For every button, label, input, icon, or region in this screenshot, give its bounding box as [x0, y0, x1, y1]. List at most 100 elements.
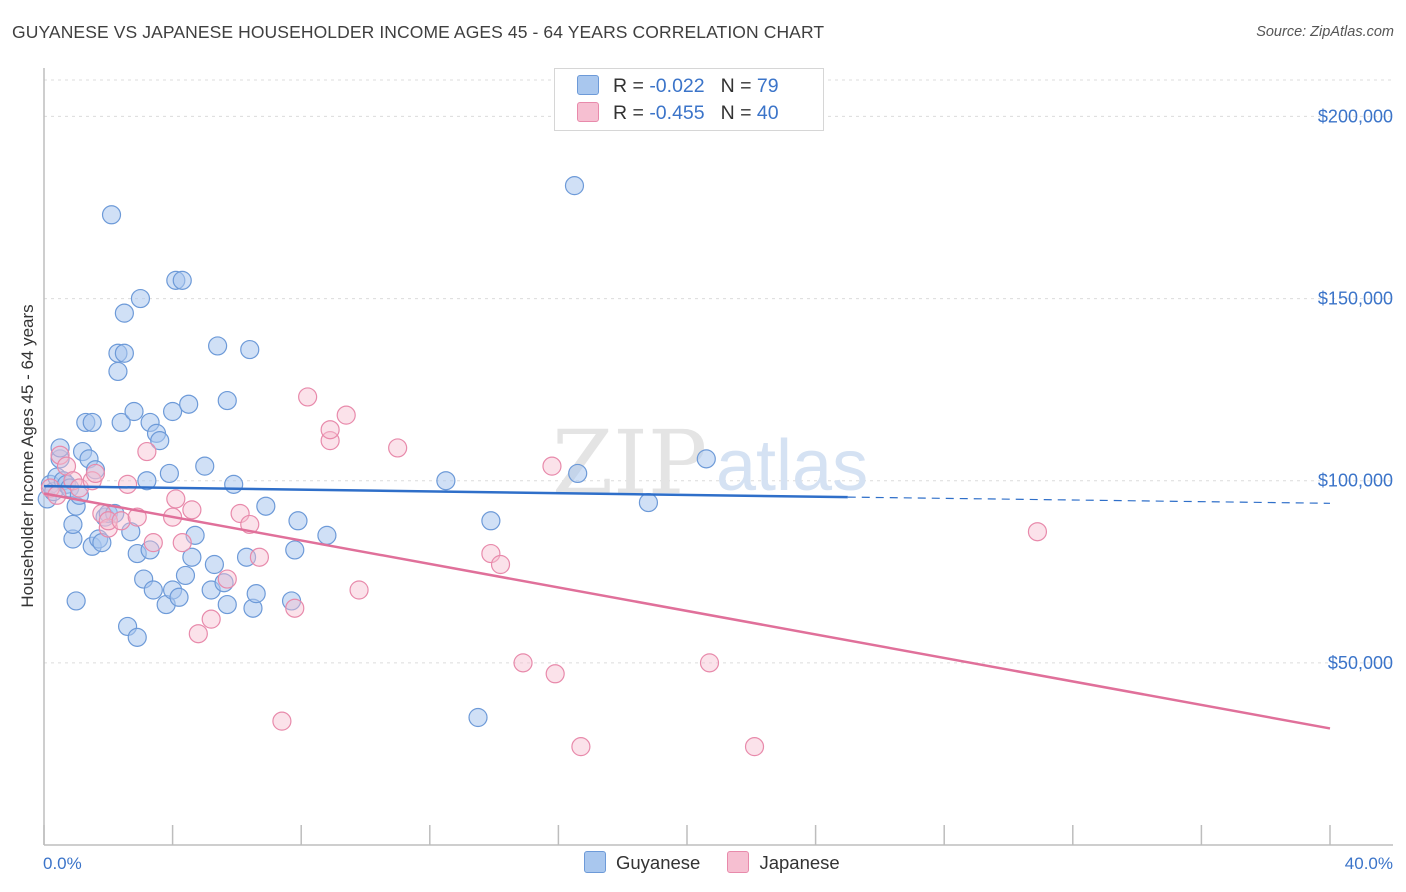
guyanese-point [172, 270, 192, 290]
guyanese-point [224, 474, 244, 494]
guyanese-point [169, 587, 189, 607]
japanese-point [50, 445, 70, 465]
japanese-point [137, 441, 157, 462]
japanese-swatch-icon [727, 851, 750, 873]
guyanese-point [288, 511, 308, 531]
guyanese-point [66, 591, 86, 611]
watermark-zip: ZIP [552, 411, 707, 514]
japanese-point [172, 533, 192, 553]
japanese-point [188, 624, 208, 644]
guyanese-point [114, 303, 134, 323]
japanese-point [182, 500, 202, 520]
guyanese-point [195, 456, 215, 476]
japanese-point [349, 580, 369, 600]
japanese-point [230, 503, 250, 524]
japanese-point [127, 507, 147, 527]
guyanese-point [564, 176, 585, 196]
series-legend: Guyanese Japanese [584, 851, 862, 874]
japanese-point [249, 547, 270, 567]
legend-r-value: -0.455 [649, 102, 705, 124]
y-tick-label: $200,000 [1318, 106, 1393, 126]
japanese-point [481, 543, 501, 564]
guyanese-point [182, 547, 202, 567]
guyanese-point [217, 594, 237, 615]
guyanese-point [175, 565, 196, 586]
guyanese-point [436, 471, 456, 491]
guyanese-point [285, 540, 305, 560]
legend-item-japanese: Japanese [727, 851, 840, 874]
guyanese-point [696, 449, 716, 469]
guyanese-point [114, 343, 134, 363]
japanese-point [166, 489, 186, 509]
japanese-point [143, 533, 163, 553]
correlation-legend: R = -0.022 N = 79 R = -0.455 N = 40 [554, 68, 824, 131]
guyanese-point [101, 205, 122, 225]
japanese-point [117, 474, 138, 494]
guyanese-point [143, 580, 163, 600]
japanese-swatch-icon [577, 102, 599, 122]
guyanese-point [204, 554, 224, 575]
guyanese-point [468, 707, 488, 728]
legend-row-guyanese: R = -0.022 N = 79 [577, 75, 779, 99]
guyanese-point [159, 463, 179, 484]
guyanese-trend-extension [847, 496, 1331, 504]
legend-item-guyanese: Guyanese [584, 851, 700, 874]
japanese-point [336, 405, 356, 425]
y-tick-label: $150,000 [1318, 289, 1393, 309]
legend-label-japanese: Japanese [759, 852, 840, 873]
trend-lines [43, 484, 1331, 730]
guyanese-point [130, 288, 151, 309]
japanese-point [490, 554, 511, 575]
watermark: ZIP atlas [552, 411, 868, 514]
legend-r-value: -0.022 [649, 75, 705, 97]
guyanese-point [111, 412, 131, 433]
japanese-point [111, 511, 131, 531]
japanese-point [513, 653, 533, 673]
y-tick-label: $100,000 [1318, 471, 1393, 491]
guyanese-point [214, 573, 234, 593]
y-axis-title: Householder Income Ages 45 - 64 years [18, 304, 37, 607]
chart-title: GUYANESE VS JAPANESE HOUSEHOLDER INCOME … [12, 22, 825, 42]
japanese-point [240, 514, 260, 535]
japanese-point [744, 737, 765, 757]
guyanese-point [50, 438, 70, 458]
axes [43, 68, 1393, 846]
guyanese-point [208, 336, 228, 356]
guyanese-point [240, 339, 260, 360]
watermark-atlas: atlas [716, 426, 868, 506]
guyanese-point [127, 627, 147, 647]
japanese-trend-line [43, 492, 1331, 730]
japanese-point [545, 664, 565, 684]
japanese-point [201, 609, 221, 629]
guyanese-point [217, 390, 237, 411]
grid-lines [44, 79, 1393, 664]
guyanese-point [638, 492, 659, 513]
japanese-point [542, 456, 562, 476]
guyanese-point [150, 431, 170, 451]
guyanese-point [63, 514, 83, 535]
series-guyanese-points [37, 176, 716, 728]
legend-n-label: N = [720, 102, 757, 124]
japanese-point [217, 569, 237, 589]
japanese-point [320, 431, 340, 451]
japanese-point [63, 471, 83, 491]
guyanese-point [108, 361, 128, 382]
japanese-point [285, 598, 305, 618]
y-tick-label: $50,000 [1328, 653, 1393, 673]
guyanese-point [179, 394, 199, 414]
guyanese-point [256, 496, 276, 516]
legend-r-label: R = [613, 102, 650, 124]
legend-n-value: 40 [756, 102, 779, 124]
guyanese-point [82, 412, 102, 433]
japanese-point [388, 438, 408, 458]
x-tick-label-min: 0.0% [43, 854, 82, 873]
japanese-point [298, 387, 318, 407]
guyanese-trend-line [43, 484, 848, 499]
legend-row-japanese: R = -0.455 N = 40 [577, 102, 779, 126]
guyanese-point [317, 525, 337, 545]
y-tick-labels: $50,000 $100,000 $150,000 $200,000 [1318, 106, 1393, 672]
legend-n-label: N = [720, 75, 757, 97]
guyanese-point [137, 471, 157, 491]
legend-n-value: 79 [756, 75, 779, 97]
